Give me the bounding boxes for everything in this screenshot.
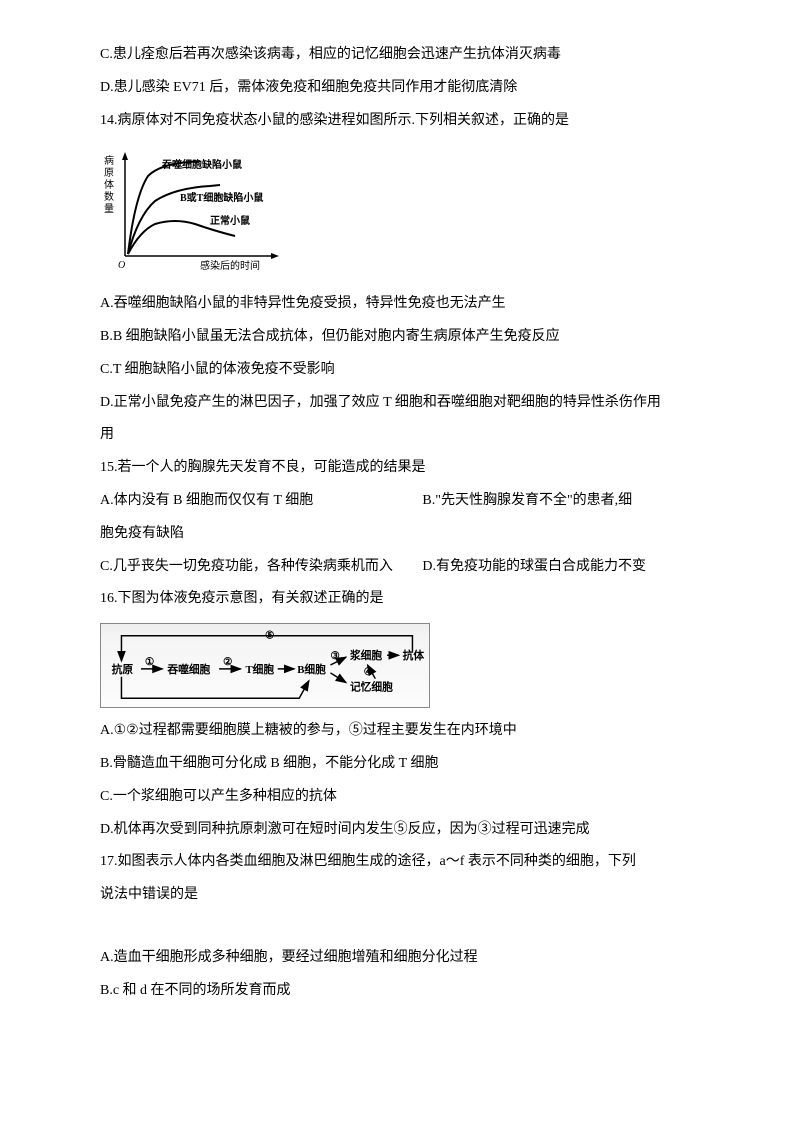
q14-option-d-cont: 用 [100, 420, 720, 451]
q16-option-a: A.①②过程都需要细胞膜上糖被的参与，⑤过程主要发生在内环境中 [100, 716, 720, 747]
svg-text:②: ② [223, 656, 233, 668]
q14-chart: 病 原 体 数 量 O 感染后的时间 吞噬细胞缺陷小鼠 B或T细胞缺陷小鼠 正常… [100, 146, 290, 276]
q15-option-b: B."先天性胸腺发育不全"的患者,细 [422, 486, 720, 517]
svg-text:T细胞: T细胞 [245, 663, 274, 676]
q16-option-b: B.骨髓造血干细胞可分化成 B 细胞，不能分化成 T 细胞 [100, 749, 720, 780]
svg-text:正常小鼠: 正常小鼠 [210, 214, 250, 227]
q15-stem: 15.若一个人的胸腺先天发育不良，可能造成的结果是 [100, 453, 720, 484]
q15-option-d: D.有免疫功能的球蛋白合成能力不变 [422, 552, 720, 583]
svg-text:数: 数 [104, 190, 114, 203]
svg-text:浆细胞: 浆细胞 [349, 649, 382, 662]
q17-stem-cont: 说法中错误的是 [100, 880, 720, 911]
svg-text:抗体: 抗体 [403, 649, 425, 662]
svg-text:原: 原 [104, 167, 114, 179]
q17-option-a: A.造血干细胞形成多种细胞，要经过细胞增殖和细胞分化过程 [100, 943, 720, 974]
q14-option-c: C.T 细胞缺陷小鼠的体液免疫不受影响 [100, 355, 720, 386]
q16-diagram: 抗原 ① 吞噬细胞 ② T细胞 B细胞 ③ 浆细胞 抗体 ④ 记忆细胞 ⑤ [100, 623, 430, 708]
svg-text:①: ① [145, 656, 155, 668]
svg-text:B或T细胞缺陷小鼠: B或T细胞缺陷小鼠 [180, 191, 263, 204]
q15-option-c: C.几乎丧失一切免疫功能，各种传染病乘机而入 [100, 552, 422, 583]
svg-text:B细胞: B细胞 [297, 663, 326, 676]
q14-option-d: D.正常小鼠免疫产生的淋巴因子，加强了效应 T 细胞和吞噬细胞对靶细胞的特异性杀… [100, 388, 720, 419]
svg-text:感染后的时间: 感染后的时间 [200, 259, 260, 272]
svg-text:体: 体 [104, 179, 114, 191]
q17-stem: 17.如图表示人体内各类血细胞及淋巴细胞生成的途径，a～f 表示不同种类的细胞，… [100, 847, 720, 878]
svg-text:记忆细胞: 记忆细胞 [350, 681, 393, 694]
svg-text:③: ③ [330, 650, 340, 662]
q17-option-b: B.c 和 d 在不同的场所发育而成 [100, 976, 720, 1007]
q16-option-d: D.机体再次受到同种抗原刺激可在短时间内发生⑤反应，因为③过程可迅速完成 [100, 815, 720, 846]
q16-option-c: C.一个浆细胞可以产生多种相应的抗体 [100, 782, 720, 813]
svg-text:抗原: 抗原 [112, 663, 134, 676]
q16-stem: 16.下图为体液免疫示意图，有关叙述正确的是 [100, 584, 720, 615]
q13-option-d: D.患儿感染 EV71 后，需体液免疫和细胞免疫共同作用才能彻底清除 [100, 73, 720, 104]
q14-stem: 14.病原体对不同免疫状态小鼠的感染进程如图所示.下列相关叙述，正确的是 [100, 106, 720, 137]
svg-text:吞噬细胞: 吞噬细胞 [167, 663, 210, 676]
svg-text:O: O [118, 260, 125, 271]
q15-option-a: A.体内没有 B 细胞而仅仅有 T 细胞 [100, 486, 422, 517]
svg-text:量: 量 [104, 203, 114, 215]
q14-option-a: A.吞噬细胞缺陷小鼠的非特异性免疫受损，特异性免疫也无法产生 [100, 289, 720, 320]
q13-option-c: C.患儿痊愈后若再次感染该病毒，相应的记忆细胞会迅速产生抗体消灭病毒 [100, 40, 720, 71]
q15-option-b-cont: 胞免疫有缺陷 [100, 519, 720, 550]
q14-option-b: B.B 细胞缺陷小鼠虽无法合成抗体，但仍能对胞内寄生病原体产生免疫反应 [100, 322, 720, 353]
svg-text:病: 病 [104, 154, 114, 167]
svg-text:吞噬细胞缺陷小鼠: 吞噬细胞缺陷小鼠 [162, 158, 242, 171]
